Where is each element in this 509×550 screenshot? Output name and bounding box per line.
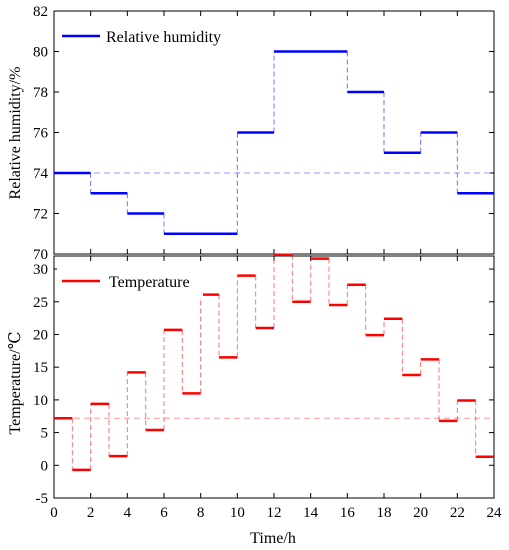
- x-tick-label: 8: [197, 505, 205, 521]
- x-tick-label: 14: [303, 505, 319, 521]
- x-tick-label: 16: [340, 505, 356, 521]
- temperature-y-tick-label: 5: [41, 426, 49, 442]
- x-axis-title: Time/h: [250, 530, 296, 547]
- humidity-panel: Relative humidity/% 70 72 74 76 78 80 82 Relat…: [7, 4, 495, 263]
- humidity-y-tick-label: 82: [33, 4, 48, 20]
- x-tick-label: 12: [267, 505, 282, 521]
- x-tick-label: 10: [230, 505, 245, 521]
- temperature-y-tick-label: 0: [41, 458, 49, 474]
- x-tick-label: 0: [50, 505, 58, 521]
- x-tick-label: 22: [450, 505, 465, 521]
- x-tick-label: 18: [377, 505, 392, 521]
- x-tick-label: 2: [87, 505, 95, 521]
- x-tick-label: 6: [160, 505, 168, 521]
- humidity-y-axis-title: Relative humidity/%: [7, 67, 24, 200]
- temperature-legend-label: Temperature: [109, 274, 190, 291]
- x-tick-label: 4: [124, 505, 132, 521]
- temperature-y-tick-label: 20: [33, 327, 48, 343]
- humidity-y-tick-label: 70: [33, 247, 48, 263]
- temperature-y-tick-label: 15: [33, 360, 48, 376]
- humidity-y-tick-label: 74: [33, 166, 49, 182]
- humidity-y-tick-label: 78: [33, 85, 48, 101]
- humidity-legend: Relative humidity: [57, 21, 238, 51]
- humidity-y-tick-label: 80: [33, 45, 48, 61]
- x-tick-label: 20: [413, 505, 428, 521]
- temperature-y-tick-label: 30: [33, 262, 48, 278]
- temperature-legend: Temperature: [57, 267, 203, 297]
- humidity-legend-label: Relative humidity: [106, 29, 221, 46]
- humidity-y-tick-label: 76: [33, 126, 49, 142]
- temperature-y-tick-label: 10: [33, 393, 48, 409]
- temperature-y-axis-title: Temperature/℃: [7, 332, 24, 435]
- x-tick-label: 24: [487, 505, 503, 521]
- temperature-y-tick-label: 25: [33, 295, 48, 311]
- humidity-y-tick-label: 72: [33, 207, 48, 223]
- temperature-y-tick-label: -5: [36, 491, 49, 507]
